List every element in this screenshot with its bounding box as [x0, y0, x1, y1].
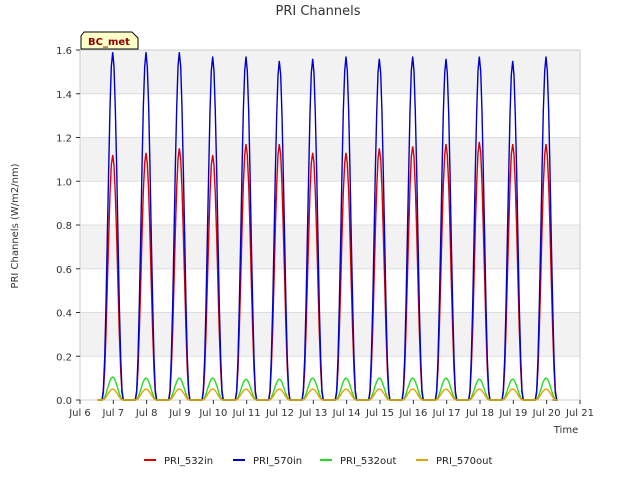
band-0: [80, 356, 580, 400]
chart-title: PRI Channels: [276, 4, 361, 19]
x-tick-label: Jul 14: [332, 408, 361, 419]
legend-label: PRI_570out: [436, 456, 492, 467]
x-tick-label: Jul 6: [68, 408, 91, 419]
badge-box: [80, 31, 139, 50]
series-line-pri-570out: [97, 388, 557, 401]
x-tick-label: Jul 10: [198, 408, 227, 419]
band-6: [80, 93, 580, 138]
y-tick-label: 0.8: [56, 221, 72, 232]
x-tick-label: Jul 19: [498, 408, 527, 419]
y-tick-label: 1.0: [56, 177, 72, 188]
background-bands: [80, 50, 580, 400]
band-7: [80, 50, 580, 94]
y-tick-label: 0.6: [56, 265, 72, 276]
legend-label: PRI_532out: [340, 456, 396, 467]
x-tick-label: Jul 12: [265, 408, 294, 419]
badge: BC_met: [80, 31, 139, 50]
x-tick-label: Jul 13: [298, 408, 327, 419]
y-axis-label: PRI Channels (W/m2/nm): [10, 163, 21, 288]
y-axis-ticks: 0.0 0.2 0.4 0.6 0.8 1.0 1.2 1.4 1.6: [56, 46, 80, 407]
y-tick-label: 0.0: [56, 396, 72, 407]
x-tick-label: Jul 8: [135, 408, 158, 419]
badge-label: BC_met: [88, 37, 130, 48]
x-tick-label: Jul 15: [365, 408, 394, 419]
x-tick-label: Jul 9: [168, 408, 191, 419]
legend: PRI_532in PRI_570in PRI_532out PRI_570out: [144, 456, 492, 467]
band-4: [80, 181, 580, 225]
legend-label: PRI_532in: [164, 456, 213, 467]
band-3: [80, 225, 580, 269]
y-tick-label: 1.6: [56, 46, 72, 57]
y-tick-label: 0.2: [56, 352, 72, 363]
y-tick-label: 0.4: [56, 309, 72, 320]
x-tick-label: Jul 21: [565, 408, 594, 419]
y-tick-label: 1.2: [56, 134, 72, 145]
x-tick-label: Jul 11: [232, 408, 261, 419]
series-lines: [97, 52, 558, 401]
band-1: [80, 312, 580, 357]
x-axis-ticks: Jul 6 Jul 7 Jul 8 Jul 9 Jul 10 Jul 11 Jul 12 Ju…: [68, 400, 594, 419]
y-tick-label: 1.4: [56, 90, 72, 101]
x-axis-label: Time: [553, 425, 578, 436]
x-tick-label: Jul 7: [102, 408, 125, 419]
band-2: [80, 268, 580, 313]
x-tick-label: Jul 18: [465, 408, 494, 419]
band-5: [80, 137, 580, 182]
x-tick-label: Jul 17: [432, 408, 461, 419]
x-tick-label: Jul 16: [398, 408, 427, 419]
x-tick-label: Jul 20: [532, 408, 561, 419]
legend-label: PRI_570in: [253, 456, 302, 467]
